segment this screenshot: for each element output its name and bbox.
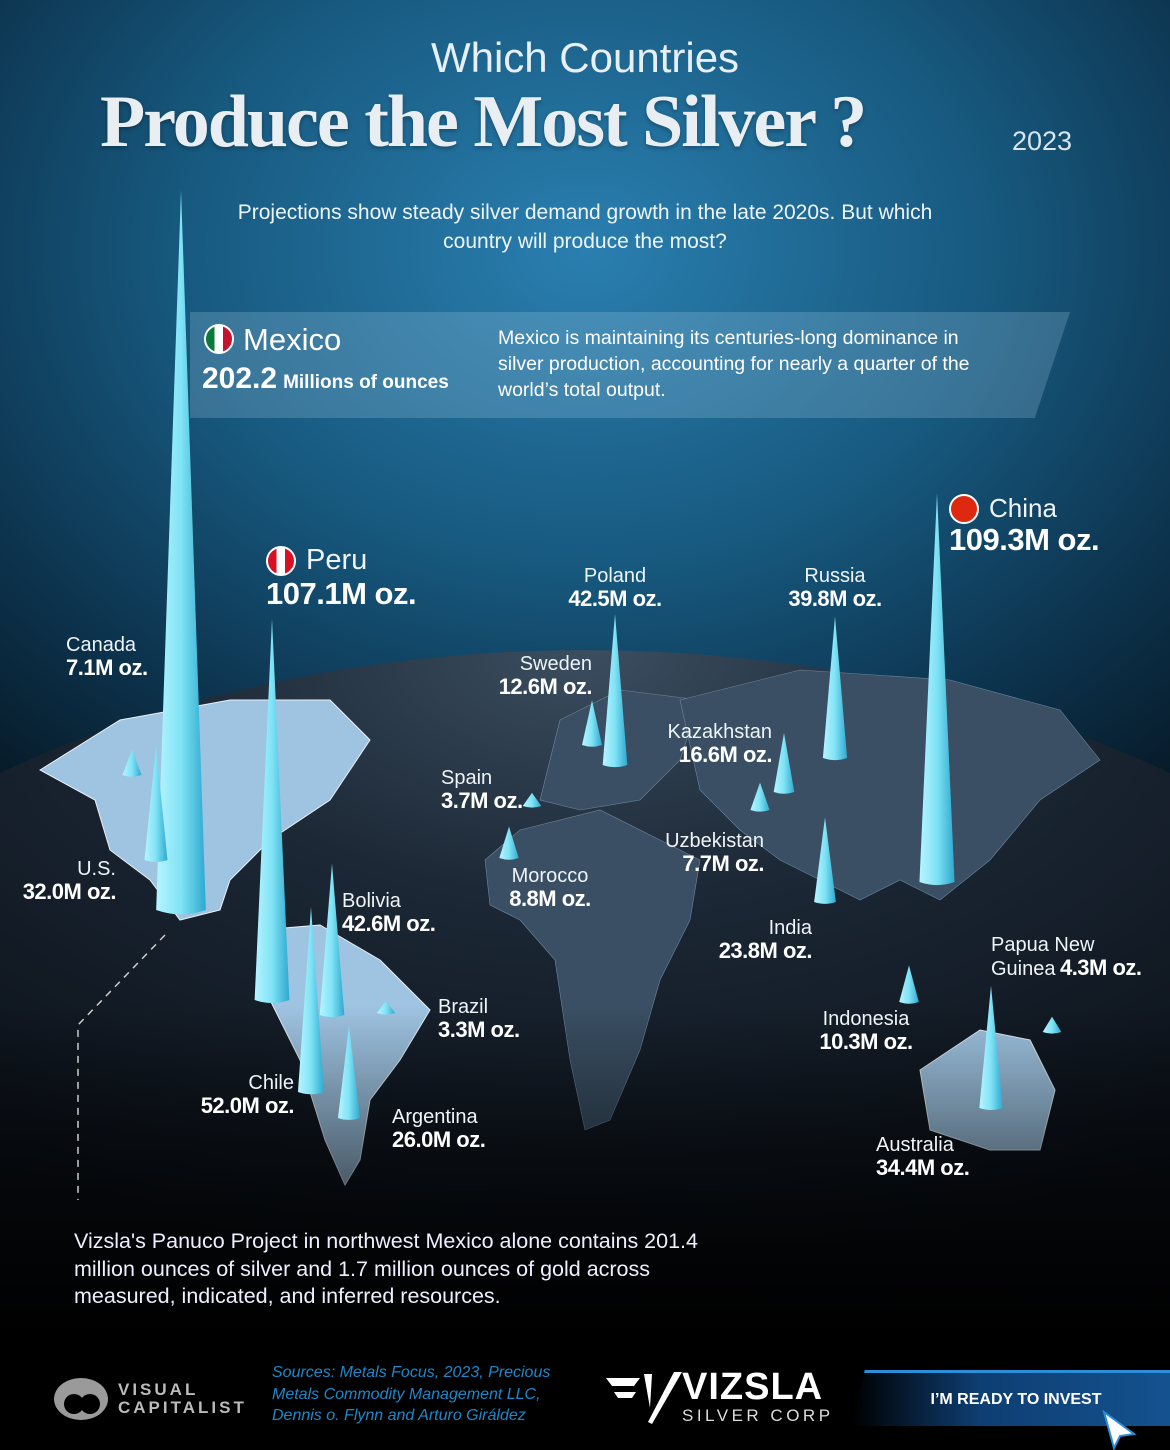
spike-brazil xyxy=(376,1001,396,1015)
label-kazakhstan: Kazakhstan 16.6M oz. xyxy=(667,721,772,767)
page-title: Produce the Most Silver ? xyxy=(100,81,867,163)
invest-button[interactable]: I’M READY TO INVEST xyxy=(852,1370,1170,1426)
spike-kazakhstan xyxy=(773,732,795,794)
peru-flag-icon xyxy=(266,546,296,576)
vizsla-check-icon xyxy=(606,1372,682,1424)
label-peru: Peru 107.1M oz. xyxy=(266,544,417,611)
label-china: China 109.3M oz. xyxy=(949,493,1100,557)
label-canada: Canada 7.1M oz. xyxy=(66,634,148,680)
cursor-icon xyxy=(1102,1410,1137,1450)
year: 2023 xyxy=(1012,126,1073,156)
label-poland: Poland 42.5M oz. xyxy=(568,565,662,611)
spike-bolivia xyxy=(319,863,345,1018)
spike-sweden xyxy=(582,700,602,747)
spike-peru xyxy=(254,618,290,1004)
label-brazil: Brazil 3.3M oz. xyxy=(438,996,520,1042)
spike-poland xyxy=(602,613,628,768)
spike-russia xyxy=(822,616,848,761)
spike-u-s- xyxy=(144,746,168,863)
sources: Sources: Metals Focus, 2023, Precious Me… xyxy=(272,1364,551,1424)
spike-papua-new-guinea xyxy=(1042,1016,1062,1034)
panuco-leader-line xyxy=(77,934,166,1200)
title-kicker: Which Countries xyxy=(430,34,740,81)
label-uzbekistan: Uzbekistan 7.7M oz. xyxy=(665,830,764,876)
label-russia: Russia 39.8M oz. xyxy=(788,565,882,611)
mexico-name: Mexico xyxy=(243,322,342,357)
spikes xyxy=(122,190,1062,1120)
label-sweden: Sweden 12.6M oz. xyxy=(498,653,593,699)
spike-chile xyxy=(297,906,325,1095)
spike-uzbekistan xyxy=(750,782,770,812)
visual-capitalist-icon xyxy=(54,1378,108,1420)
mexico-flag-icon xyxy=(204,324,234,354)
spike-india xyxy=(814,817,836,904)
spike-argentina xyxy=(337,1025,361,1120)
label-papua-new-guinea: Papua New Guinea 4.3M oz. xyxy=(991,934,1142,980)
label-indonesia: Indonesia 10.3M oz. xyxy=(819,1008,913,1054)
spike-mexico xyxy=(156,190,206,915)
spike-china xyxy=(919,492,955,886)
label-morocco: Morocco 8.8M oz. xyxy=(509,865,591,911)
panuco-note: Vizsla's Panuco Project in northwest Mex… xyxy=(74,1229,698,1308)
mexico-description: Mexico is maintaining its centuries-long… xyxy=(498,327,970,401)
subtitle: Projections show steady silver demand gr… xyxy=(237,201,933,253)
mexico-banner xyxy=(190,312,1070,418)
label-argentina: Argentina 26.0M oz. xyxy=(392,1106,486,1152)
spike-spain xyxy=(522,792,542,808)
label-chile: Chile 52.0M oz. xyxy=(200,1072,295,1118)
spike-australia xyxy=(979,985,1003,1111)
spike-canada xyxy=(122,749,142,777)
label-us: U.S. 32.0M oz. xyxy=(22,858,117,904)
vizsla-logo[interactable]: VIZSLA SILVER CORP xyxy=(604,1368,834,1426)
visual-capitalist-logo[interactable]: VISUAL CAPITALIST xyxy=(52,1376,247,1422)
label-india: India 23.8M oz. xyxy=(718,917,813,963)
china-flag-icon xyxy=(949,494,979,524)
label-bolivia: Bolivia 42.6M oz. xyxy=(342,890,436,936)
world-map xyxy=(0,0,1170,1340)
spike-indonesia xyxy=(899,965,919,1004)
mexico-value: 202.2 Millions of ounces xyxy=(202,362,449,395)
label-australia: Australia 34.4M oz. xyxy=(876,1134,970,1180)
label-spain: Spain 3.7M oz. xyxy=(441,767,523,813)
spike-morocco xyxy=(499,826,519,860)
